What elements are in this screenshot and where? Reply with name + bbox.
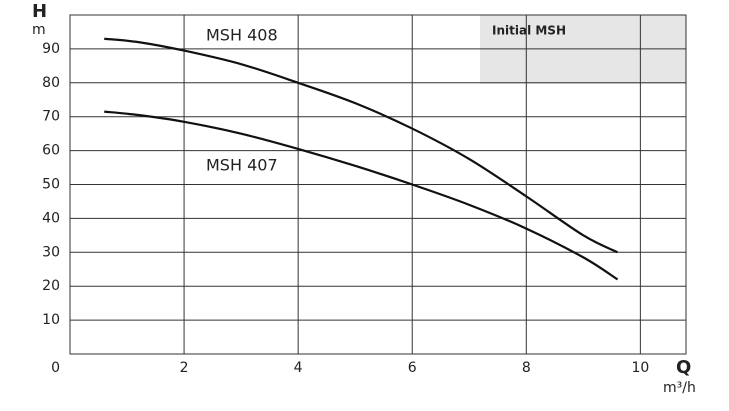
y-axis-label: H bbox=[32, 1, 47, 22]
x-tick-label: 10 bbox=[631, 360, 649, 376]
y-tick-label: 80 bbox=[42, 75, 60, 91]
annotation: Initial MSH bbox=[492, 24, 566, 38]
x-tick-label: 8 bbox=[522, 360, 531, 376]
x-axis-unit: m³/h bbox=[663, 380, 696, 396]
series-label: MSH 407 bbox=[206, 156, 278, 175]
y-axis-unit: m bbox=[32, 22, 46, 38]
legend-box bbox=[480, 15, 686, 84]
y-tick-label: 0 bbox=[51, 360, 60, 376]
series-line bbox=[104, 110, 619, 281]
x-tick-label: 2 bbox=[180, 360, 189, 376]
plot-frame bbox=[69, 14, 687, 355]
y-tick-label: 30 bbox=[42, 244, 60, 260]
y-tick-label: 90 bbox=[42, 41, 60, 57]
y-tick-label: 20 bbox=[42, 278, 60, 294]
y-tick-label: 10 bbox=[42, 312, 60, 328]
y-tick-label: 50 bbox=[42, 177, 60, 193]
x-axis-label: Q bbox=[676, 357, 691, 378]
y-tick-label: 70 bbox=[42, 109, 60, 125]
y-tick-label: 40 bbox=[42, 210, 60, 226]
series-label: MSH 408 bbox=[206, 26, 278, 45]
y-tick-label: 60 bbox=[42, 143, 60, 159]
x-tick-label: 6 bbox=[408, 360, 417, 376]
x-tick-label: 4 bbox=[294, 360, 303, 376]
series-line bbox=[104, 37, 619, 254]
